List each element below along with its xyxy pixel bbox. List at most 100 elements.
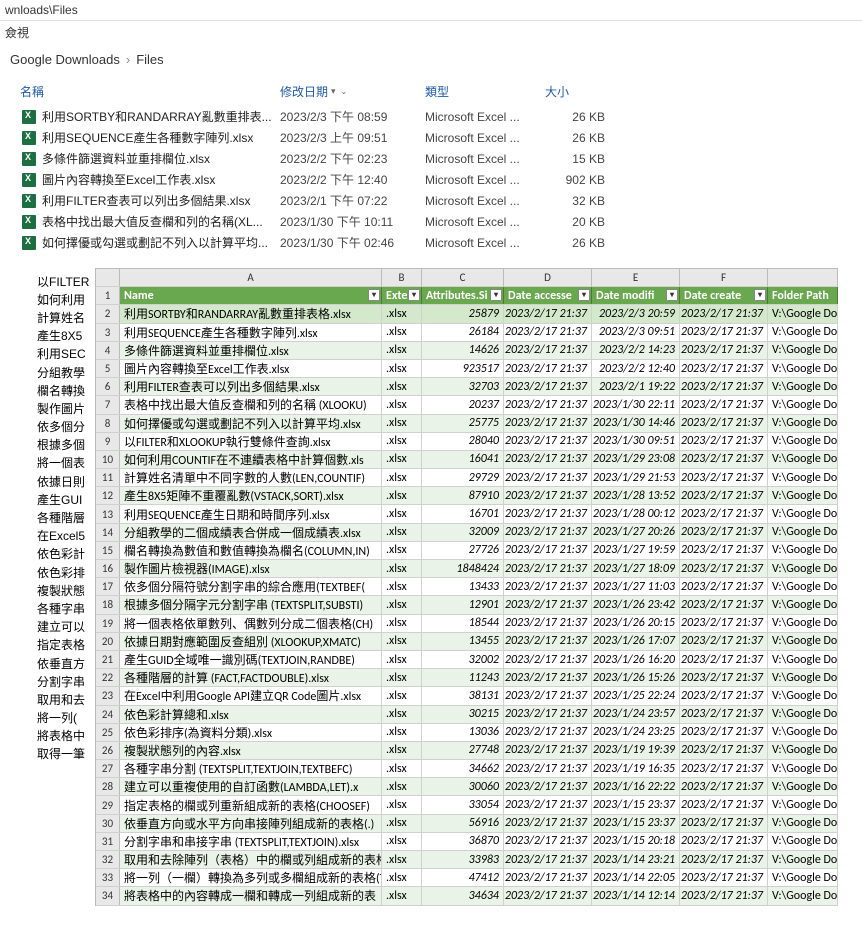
dropdown-icon[interactable]: ⌄ [341, 87, 348, 96]
cell-path[interactable]: V:\Google Do [768, 578, 838, 595]
spreadsheet-data-row[interactable]: 34 將表格中的內容轉成一欄和轉成一列組成新的表 .xlsx 34634 202… [96, 887, 838, 905]
cell-path[interactable]: V:\Google Do [768, 724, 838, 741]
cell-created[interactable]: 2023/2/17 21:37 [680, 887, 768, 904]
sidebar-file-row[interactable]: 產生GUI [0, 490, 95, 508]
cell-size[interactable]: 56916 [422, 815, 504, 832]
cell-path[interactable]: V:\Google Do [768, 415, 838, 432]
row-number[interactable]: 15 [96, 542, 120, 559]
column-header-type[interactable]: 類型 [425, 83, 545, 100]
header-ext[interactable]: Exte▾ [382, 287, 422, 304]
cell-ext[interactable]: .xlsx [382, 524, 422, 541]
cell-modified[interactable]: 2023/1/27 11:03 [592, 578, 680, 595]
sidebar-file-row[interactable]: 將一列( [0, 709, 95, 727]
row-number[interactable]: 7 [96, 396, 120, 413]
cell-ext[interactable]: .xlsx [382, 742, 422, 759]
row-number[interactable]: 21 [96, 651, 120, 668]
spreadsheet-data-row[interactable]: 19 將一個表格依單數列、偶數列分成二個表格(CH) .xlsx 18544 2… [96, 615, 838, 633]
cell-size[interactable]: 32002 [422, 651, 504, 668]
cell-modified[interactable]: 2023/1/26 17:07 [592, 633, 680, 650]
spreadsheet-data-row[interactable]: 15 欄名轉換為數值和數值轉換為欄名(COLUMN,IN) .xlsx 2772… [96, 542, 838, 560]
cell-path[interactable]: V:\Google Do [768, 560, 838, 577]
sidebar-file-row[interactable]: 在Excel5 [0, 527, 95, 545]
cell-accessed[interactable]: 2023/2/17 21:37 [504, 869, 592, 886]
cell-size[interactable]: 33983 [422, 851, 504, 868]
cell-created[interactable]: 2023/2/17 21:37 [680, 815, 768, 832]
sidebar-file-row[interactable]: 如何利用 [0, 290, 95, 308]
cell-path[interactable]: V:\Google Do [768, 815, 838, 832]
cell-path[interactable]: V:\Google Do [768, 633, 838, 650]
spreadsheet-data-row[interactable]: 12 產生8X5矩陣不重覆亂數(VSTACK,SORT).xlsx .xlsx … [96, 487, 838, 505]
row-number[interactable]: 27 [96, 760, 120, 777]
cell-ext[interactable]: .xlsx [382, 305, 422, 322]
cell-name[interactable]: 取用和去除陣列（表格）中的欄或列組成新的表格 [120, 851, 382, 868]
sidebar-file-row[interactable]: 依垂直方 [0, 654, 95, 672]
cell-name[interactable]: 如何利用COUNTIF在不連續表格中計算個數.xls [120, 451, 382, 468]
column-header-size[interactable]: 大小 [545, 83, 625, 100]
cell-size[interactable]: 923517 [422, 360, 504, 377]
cell-created[interactable]: 2023/2/17 21:37 [680, 433, 768, 450]
header-created[interactable]: Date create▾ [680, 287, 768, 304]
cell-name[interactable]: 依色彩排序(為資料分類).xlsx [120, 724, 382, 741]
row-number[interactable]: 33 [96, 869, 120, 886]
cell-size[interactable]: 30060 [422, 778, 504, 795]
cell-path[interactable]: V:\Google Do [768, 451, 838, 468]
select-all-corner[interactable] [96, 269, 120, 286]
row-number[interactable]: 6 [96, 378, 120, 395]
spreadsheet-data-row[interactable]: 5 圖片內容轉換至Excel工作表.xlsx .xlsx 923517 2023… [96, 360, 838, 378]
row-number[interactable]: 25 [96, 724, 120, 741]
cell-name[interactable]: 指定表格的欄或列重新組成新的表格(CHOOSEF) [120, 796, 382, 813]
cell-accessed[interactable]: 2023/2/17 21:37 [504, 815, 592, 832]
cell-accessed[interactable]: 2023/2/17 21:37 [504, 706, 592, 723]
file-row[interactable]: 利用SEQUENCE產生各種數字陣列.xlsx 2023/2/3 上午 09:5… [20, 127, 862, 148]
cell-name[interactable]: 以FILTER和XLOOKUP執行雙條件查詢.xlsx [120, 433, 382, 450]
sidebar-file-row[interactable]: 將表格中 [0, 727, 95, 745]
spreadsheet-data-row[interactable]: 6 利用FILTER查表可以列出多個結果.xlsx .xlsx 32703 20… [96, 378, 838, 396]
cell-size[interactable]: 34662 [422, 760, 504, 777]
cell-ext[interactable]: .xlsx [382, 396, 422, 413]
cell-created[interactable]: 2023/2/17 21:37 [680, 305, 768, 322]
cell-created[interactable]: 2023/2/17 21:37 [680, 778, 768, 795]
cell-modified[interactable]: 2023/1/19 16:35 [592, 760, 680, 777]
spreadsheet-data-row[interactable]: 31 分割字串和串接字串 (TEXTSPLIT,TEXTJOIN).xlsx .… [96, 833, 838, 851]
cell-modified[interactable]: 2023/1/14 12:14 [592, 887, 680, 904]
filter-icon[interactable]: ▾ [666, 289, 678, 301]
cell-ext[interactable]: .xlsx [382, 760, 422, 777]
cell-size[interactable]: 34634 [422, 887, 504, 904]
column-letter-g[interactable] [768, 269, 838, 286]
cell-path[interactable]: V:\Google Do [768, 596, 838, 613]
cell-modified[interactable]: 2023/1/29 21:53 [592, 469, 680, 486]
cell-created[interactable]: 2023/2/17 21:37 [680, 760, 768, 777]
cell-created[interactable]: 2023/2/17 21:37 [680, 851, 768, 868]
cell-name[interactable]: 利用SORTBY和RANDARRAY亂數重排表格.xlsx [120, 305, 382, 322]
cell-size[interactable]: 11243 [422, 669, 504, 686]
cell-accessed[interactable]: 2023/2/17 21:37 [504, 687, 592, 704]
spreadsheet-data-row[interactable]: 9 以FILTER和XLOOKUP執行雙條件查詢.xlsx .xlsx 2804… [96, 433, 838, 451]
spreadsheet-data-row[interactable]: 17 依多個分隔符號分割字串的綜合應用(TEXTBEF( .xlsx 13433… [96, 578, 838, 596]
spreadsheet-data-row[interactable]: 11 計算姓名清單中不同字數的人數(LEN,COUNTIF) .xlsx 297… [96, 469, 838, 487]
sidebar-file-row[interactable]: 取用和去 [0, 690, 95, 708]
cell-size[interactable]: 25879 [422, 305, 504, 322]
sidebar-file-row[interactable]: 建立可以 [0, 618, 95, 636]
cell-path[interactable]: V:\Google Do [768, 669, 838, 686]
row-number-1[interactable]: 1 [96, 287, 120, 304]
cell-accessed[interactable]: 2023/2/17 21:37 [504, 305, 592, 322]
cell-size[interactable]: 30215 [422, 706, 504, 723]
row-number[interactable]: 5 [96, 360, 120, 377]
cell-accessed[interactable]: 2023/2/17 21:37 [504, 542, 592, 559]
cell-size[interactable]: 32009 [422, 524, 504, 541]
sidebar-file-row[interactable]: 各種階層 [0, 508, 95, 526]
cell-size[interactable]: 14626 [422, 342, 504, 359]
cell-ext[interactable]: .xlsx [382, 833, 422, 850]
cell-name[interactable]: 圖片內容轉換至Excel工作表.xlsx [120, 360, 382, 377]
filter-icon[interactable]: ▾ [578, 289, 590, 301]
cell-name[interactable]: 根據多個分隔字元分割字串 (TEXTSPLIT,SUBSTI) [120, 596, 382, 613]
column-letter-c[interactable]: C [422, 269, 504, 286]
cell-name[interactable]: 在Excel中利用Google API建立QR Code圖片.xlsx [120, 687, 382, 704]
spreadsheet-data-row[interactable]: 28 建立可以重複使用的自訂函數(LAMBDA,LET).x .xlsx 300… [96, 778, 838, 796]
cell-name[interactable]: 依多個分隔符號分割字串的綜合應用(TEXTBEF( [120, 578, 382, 595]
file-row[interactable]: 多條件篩選資料並重排欄位.xlsx 2023/2/2 下午 02:23 Micr… [20, 148, 862, 169]
spreadsheet-data-row[interactable]: 20 依據日期對應範圍反查組別 (XLOOKUP,XMATC) .xlsx 13… [96, 633, 838, 651]
cell-accessed[interactable]: 2023/2/17 21:37 [504, 560, 592, 577]
cell-name[interactable]: 如何擇優或勾選或劃記不列入以計算平均.xlsx [120, 415, 382, 432]
row-number[interactable]: 2 [96, 305, 120, 322]
